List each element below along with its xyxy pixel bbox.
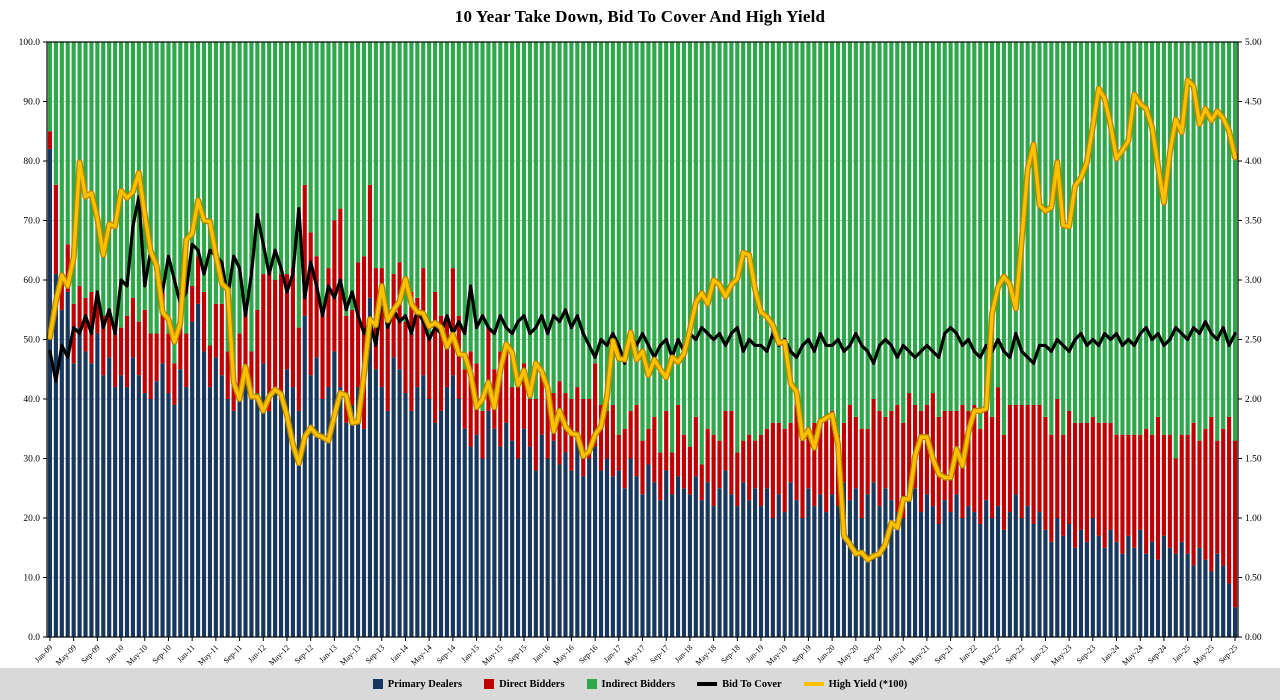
svg-text:Sep-09: Sep-09	[79, 643, 101, 665]
legend-label-primary-dealers: Primary Dealers	[387, 678, 463, 690]
svg-text:May-09: May-09	[54, 643, 78, 667]
svg-text:Jan-16: Jan-16	[531, 643, 552, 664]
svg-text:0.00: 0.00	[1245, 633, 1262, 643]
chart-legend: Primary Dealers Direct Bidders Indirect …	[0, 668, 1280, 700]
svg-text:1.50: 1.50	[1245, 455, 1262, 465]
svg-text:May-16: May-16	[552, 643, 576, 667]
svg-text:Sep-19: Sep-19	[790, 643, 812, 665]
x-axis-labels: Jan-09 May-09 Sep-09 Jan-10 May-10 Sep-10 Jan-…	[33, 637, 1239, 667]
svg-text:20.0: 20.0	[23, 514, 40, 524]
svg-text:May-23: May-23	[1049, 643, 1073, 667]
svg-text:Jan-10: Jan-10	[104, 643, 125, 664]
svg-text:Jan-24: Jan-24	[1099, 643, 1120, 664]
svg-text:40.0: 40.0	[23, 395, 40, 405]
svg-text:80.0: 80.0	[23, 157, 40, 167]
svg-text:100.0: 100.0	[19, 38, 41, 48]
svg-text:Jan-22: Jan-22	[957, 643, 978, 664]
svg-text:Jan-19: Jan-19	[744, 643, 765, 664]
svg-text:May-22: May-22	[978, 643, 1002, 667]
legend-item-direct-bidders: Direct Bidders	[484, 678, 565, 690]
legend-label-high-yield: High Yield (*100)	[828, 678, 908, 690]
svg-text:Sep-11: Sep-11	[222, 643, 244, 665]
svg-text:May-14: May-14	[409, 643, 433, 667]
svg-text:Jan-13: Jan-13	[317, 643, 338, 664]
svg-text:Jan-23: Jan-23	[1028, 643, 1049, 664]
legend-label-direct-bidders: Direct Bidders	[499, 678, 565, 690]
svg-text:3.50: 3.50	[1245, 217, 1262, 227]
svg-text:10.0: 10.0	[23, 574, 40, 584]
svg-text:May-12: May-12	[267, 643, 291, 667]
svg-text:May-18: May-18	[694, 643, 718, 667]
svg-text:Sep-15: Sep-15	[506, 643, 528, 665]
svg-text:Sep-21: Sep-21	[933, 643, 955, 665]
bid-to-cover-line-icon	[697, 682, 718, 686]
stacked-bars	[47, 42, 1238, 637]
svg-text:May-13: May-13	[338, 643, 362, 667]
svg-text:Jan-25: Jan-25	[1171, 643, 1192, 664]
svg-text:0.50: 0.50	[1245, 574, 1262, 584]
chart-title: 10 Year Take Down, Bid To Cover And High…	[454, 7, 826, 26]
svg-text:Sep-13: Sep-13	[364, 643, 386, 665]
svg-text:1.00: 1.00	[1245, 514, 1262, 524]
indirect-bidders-swatch-icon	[586, 679, 597, 689]
svg-text:90.0: 90.0	[23, 98, 40, 108]
svg-text:Sep-12: Sep-12	[293, 643, 315, 665]
svg-text:30.0: 30.0	[23, 455, 40, 465]
svg-text:Sep-25: Sep-25	[1217, 643, 1239, 665]
primary-dealers-swatch-icon	[372, 679, 383, 689]
bid-to-cover-line	[48, 195, 1237, 383]
svg-text:May-15: May-15	[480, 643, 504, 667]
svg-text:Sep-17: Sep-17	[648, 643, 670, 665]
svg-text:Jan-15: Jan-15	[460, 643, 481, 664]
legend-label-bid-to-cover: Bid To Cover	[722, 678, 782, 690]
svg-text:Sep-16: Sep-16	[577, 643, 599, 665]
svg-text:May-21: May-21	[907, 643, 931, 667]
svg-text:0.0: 0.0	[28, 633, 40, 643]
svg-text:Sep-23: Sep-23	[1075, 643, 1097, 665]
svg-text:3.00: 3.00	[1245, 276, 1262, 286]
svg-text:60.0: 60.0	[23, 276, 40, 286]
svg-text:Sep-22: Sep-22	[1004, 643, 1026, 665]
high-yield-line-icon	[803, 682, 824, 686]
svg-text:Jan-14: Jan-14	[388, 643, 409, 664]
svg-text:Jan-17: Jan-17	[602, 643, 623, 664]
svg-text:Jan-21: Jan-21	[886, 643, 907, 664]
high-yield-line	[48, 78, 1237, 562]
svg-text:May-25: May-25	[1191, 643, 1215, 667]
svg-text:May-11: May-11	[196, 643, 220, 667]
svg-text:Jan-11: Jan-11	[175, 643, 196, 664]
svg-text:Jan-12: Jan-12	[246, 643, 267, 664]
svg-text:May-19: May-19	[765, 643, 789, 667]
svg-text:5.00: 5.00	[1245, 38, 1262, 48]
svg-text:2.00: 2.00	[1245, 395, 1262, 405]
legend-label-indirect-bidders: Indirect Bidders	[601, 678, 676, 690]
svg-text:2.50: 2.50	[1245, 336, 1262, 346]
svg-text:70.0: 70.0	[23, 217, 40, 227]
svg-text:Sep-14: Sep-14	[435, 643, 457, 665]
svg-text:May-24: May-24	[1120, 643, 1144, 667]
svg-text:Sep-18: Sep-18	[719, 643, 741, 665]
svg-text:4.00: 4.00	[1245, 157, 1262, 167]
legend-item-indirect-bidders: Indirect Bidders	[586, 678, 676, 690]
svg-text:Sep-10: Sep-10	[150, 643, 172, 665]
direct-bidders-swatch-icon	[484, 679, 495, 689]
svg-text:Jan-18: Jan-18	[673, 643, 694, 664]
legend-item-bid-to-cover: Bid To Cover	[697, 679, 782, 690]
svg-text:Jan-20: Jan-20	[815, 643, 836, 664]
svg-text:May-10: May-10	[125, 643, 149, 667]
svg-text:May-20: May-20	[836, 643, 860, 667]
svg-text:50.0: 50.0	[23, 336, 40, 346]
chart-plot-area: 100.0 5.00 90.0 4.50 80.0 4.00 70.0 3.50 60.0 3.0…	[19, 38, 1262, 667]
svg-text:Sep-20: Sep-20	[862, 643, 884, 665]
svg-text:Jan-09: Jan-09	[33, 643, 54, 664]
legend-item-primary-dealers: Primary Dealers	[372, 678, 463, 690]
svg-text:4.50: 4.50	[1245, 98, 1262, 108]
svg-text:May-17: May-17	[623, 643, 647, 667]
legend-item-high-yield: High Yield (*100)	[803, 678, 908, 690]
svg-text:Sep-24: Sep-24	[1146, 643, 1168, 665]
